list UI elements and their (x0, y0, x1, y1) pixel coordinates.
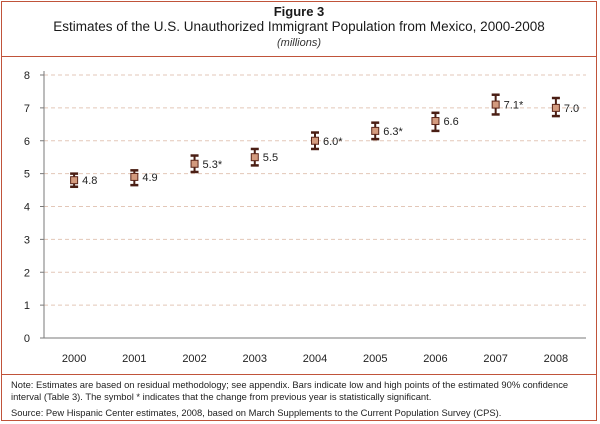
data-label: 6.0* (323, 136, 343, 148)
figure-label: Figure 3 (273, 4, 325, 19)
y-tick-label: 5 (24, 169, 30, 181)
data-point (491, 100, 500, 109)
x-tick-label: 2007 (483, 353, 507, 365)
data-point (130, 172, 139, 181)
data-label: 6.6 (443, 116, 458, 128)
data-label: 4.8 (82, 175, 97, 187)
y-tick-label: 3 (24, 234, 30, 246)
x-tick-label: 2008 (544, 353, 568, 365)
data-points (70, 100, 560, 185)
chart-units: (millions) (277, 37, 321, 49)
data-label: 4.9 (142, 172, 157, 184)
chart-note: Note: Estimates are based on residual me… (11, 379, 569, 402)
data-point (250, 153, 259, 162)
data-label: 6.3* (383, 126, 403, 138)
x-tick-label: 2005 (363, 353, 387, 365)
y-tick-label: 4 (24, 202, 30, 214)
data-point (190, 159, 199, 168)
chart-title: Estimates of the U.S. Unauthorized Immig… (53, 19, 545, 34)
y-tick-label: 8 (24, 70, 30, 82)
y-tick-label: 7 (24, 103, 30, 115)
error-bars (70, 93, 560, 189)
y-tick-label: 6 (24, 136, 30, 148)
data-point (551, 103, 560, 112)
x-tick-labels: 2000 2001 2002 2003 2004 2005 2006 2007 2008 (62, 353, 568, 365)
x-tick-label: 2003 (243, 353, 267, 365)
header-divider (2, 56, 596, 57)
y-tick-label: 2 (24, 267, 30, 279)
y-tick-label: 0 (24, 333, 30, 345)
data-label: 7.0 (564, 103, 579, 115)
data-point (70, 176, 79, 185)
footer-divider (2, 374, 596, 375)
data-point (371, 126, 380, 135)
figure-footer: Note: Estimates are based on residual me… (2, 374, 596, 421)
chart-source: Source: Pew Hispanic Center estimates, 2… (11, 407, 502, 418)
x-tick-label: 2000 (62, 353, 86, 365)
data-point (311, 136, 319, 145)
data-label: 5.3* (203, 159, 223, 171)
x-tick-label: 2002 (182, 353, 206, 365)
y-tick-label: 1 (24, 300, 30, 312)
x-tick-label: 2006 (423, 353, 447, 365)
figure-header: Figure 3 Estimates of the U.S. Unauthori… (2, 2, 596, 58)
data-label: 5.5 (263, 152, 278, 164)
data-labels: 4.8 4.9 5.3* 5.5 6.0* 6.3* 6.6 7.1* 7.0 (82, 100, 579, 188)
x-tick-label: 2004 (303, 353, 327, 365)
axes (40, 71, 586, 339)
data-point (431, 117, 440, 126)
x-tick-label: 2001 (122, 353, 146, 365)
data-label: 7.1* (504, 100, 524, 112)
y-tick-labels: 0 1 2 3 4 5 6 7 8 (24, 70, 30, 345)
